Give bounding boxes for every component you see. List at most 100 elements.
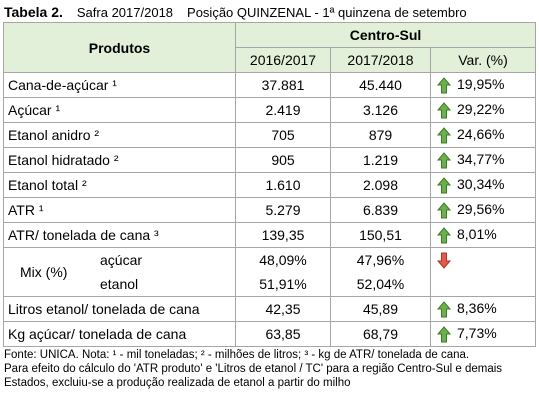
arrow-up	[436, 326, 452, 343]
var-cell: 19,95%	[430, 72, 536, 98]
label-cell: ATR/ tonelada de cana ³	[3, 222, 236, 248]
var-value: 30,34%	[457, 176, 505, 193]
title-line: Tabela 2. Safra 2017/2018 Posição QUINZENA…	[4, 4, 481, 20]
value-cell: 45.440	[330, 72, 431, 98]
arrow-shape	[436, 202, 452, 219]
label-cell: ATR ¹	[3, 197, 236, 223]
var-cell: 8,01%	[430, 222, 536, 248]
value-cell: 705	[235, 122, 331, 148]
table: Produtos Centro-Sul 2016/2017 2017/2018 Var…	[3, 22, 536, 347]
value-cell: 1.610	[235, 172, 331, 198]
row: Açúcar ¹ 2.419 3.126 29,22%	[3, 97, 536, 123]
label-cell: Etanol anidro ²	[3, 122, 236, 148]
arrow-shape	[436, 326, 452, 343]
arrow-down	[436, 252, 452, 269]
row: Cana-de-açúcar ¹ 37.881 45.440 19,95%	[3, 72, 536, 98]
label-cell: Açúcar ¹	[3, 97, 236, 123]
label-cell: Etanol hidratado ²	[3, 147, 236, 173]
var-value: 8,01%	[457, 226, 497, 243]
footer-line: Fonte: UNICA. Nota: ¹ - mil toneladas; ²…	[4, 349, 470, 361]
arrow-shape	[436, 127, 452, 144]
footer-line: Para efeito do cálculo do 'ATR produto' …	[4, 363, 503, 375]
arrow-up	[436, 177, 452, 194]
arrow-shape	[436, 177, 452, 194]
arrow-up	[436, 77, 452, 94]
var-cell: 29,56%	[430, 197, 536, 223]
arrow-up	[436, 152, 452, 169]
posicao: Posição QUINZENAL - 1ª quinzena de setem…	[187, 5, 467, 20]
value-cell: 6.839	[330, 197, 431, 223]
label-cell: Litros etanol/ tonelada de cana	[3, 296, 236, 322]
label-cell: Cana-de-açúcar ¹	[3, 72, 236, 98]
label-cell: Mix (%) açúcar etanol	[3, 247, 236, 297]
var-value: 29,22%	[457, 101, 505, 118]
var-cell	[430, 247, 536, 297]
value-cell: 37.881	[235, 72, 331, 98]
header-cell: Centro-Sul	[235, 22, 536, 48]
safra: Safra 2017/2018	[76, 5, 174, 20]
mix-sublabels: açúcar etanol	[100, 248, 142, 296]
label-cell: Etanol total ²	[3, 172, 236, 198]
mix-label: Mix (%)	[20, 264, 68, 280]
row: Kg açúcar/ tonelada de cana 63,85 68,79 7,7…	[3, 321, 536, 347]
footer-line: Estados, excluiu-se a produção realizada…	[4, 377, 351, 389]
value-cell: 42,35	[235, 296, 331, 322]
var-value: 8,36%	[457, 300, 497, 317]
var-cell: 24,66%	[430, 122, 536, 148]
value-cell: 2.419	[235, 97, 331, 123]
row: Mix (%) açúcar etanol 48,09% 51,91% 47,96% 52,…	[3, 247, 536, 297]
sub-label: açúcar	[100, 252, 143, 268]
var-value: 29,56%	[457, 201, 505, 218]
arrow-shape	[436, 227, 452, 244]
var-value: 7,73%	[457, 325, 497, 342]
value-cell: 68,79	[330, 321, 431, 347]
value-cell: 5.279	[235, 197, 331, 223]
value: 48,09%	[259, 252, 307, 268]
header-row: 2016/2017 2017/2018 Var. (%)	[4, 47, 536, 73]
arrow-up	[436, 127, 452, 144]
var-cell: 7,73%	[430, 321, 536, 347]
value-cell: 139,35	[235, 222, 331, 248]
row: Etanol anidro ² 705 879 24,66%	[3, 122, 536, 148]
value-cell: 150,51	[330, 222, 431, 248]
value-cell: 48,09% 51,91%	[235, 247, 331, 297]
var-value: 24,66%	[457, 126, 505, 143]
row: Litros etanol/ tonelada de cana 42,35 45,8…	[3, 296, 536, 322]
var-value: 19,95%	[457, 76, 505, 93]
header-cell: Var. (%)	[430, 47, 536, 73]
value: 47,96%	[356, 252, 405, 268]
arrow-up	[436, 301, 452, 318]
value: 52,04%	[356, 276, 405, 292]
footer: Fonte: UNICA. Nota: ¹ - mil toneladas; ²…	[4, 348, 502, 390]
var-cell: 8,36%	[430, 296, 536, 322]
header-cell: 2017/2018	[330, 47, 431, 73]
row: ATR ¹ 5.279 6.839 29,56%	[3, 197, 536, 223]
var-cell: 30,34%	[430, 172, 536, 198]
value-cell: 879	[330, 122, 431, 148]
row: ATR/ tonelada de cana ³ 139,35 150,51 8,01%	[3, 222, 536, 248]
arrow-up	[436, 202, 452, 219]
arrow-shape	[436, 77, 452, 94]
arrow-shape	[436, 252, 452, 269]
mix-wrap: Mix (%) açúcar etanol	[4, 248, 235, 296]
value-cell: 1.219	[330, 147, 431, 173]
label-cell: Kg açúcar/ tonelada de cana	[3, 321, 236, 347]
value: 51,91%	[259, 276, 307, 292]
arrow-up	[436, 227, 452, 244]
arrow-shape	[436, 152, 452, 169]
arrow-up	[436, 102, 452, 119]
value-cell: 45,89	[330, 296, 431, 322]
row: Etanol total ² 1.610 2.098 30,34%	[3, 172, 536, 198]
row: Etanol hidratado ² 905 1.219 34,77%	[3, 147, 536, 173]
table-label: Tabela 2.	[4, 4, 63, 20]
value-cell: 47,96% 52,04%	[330, 247, 431, 297]
value-cell: 63,85	[235, 321, 331, 347]
var-cell: 29,22%	[430, 97, 536, 123]
var-cell: 34,77%	[430, 147, 536, 173]
value-cell: 905	[235, 147, 331, 173]
value-cell: 3.126	[330, 97, 431, 123]
arrow-shape	[436, 301, 452, 318]
header-row: Produtos Centro-Sul	[3, 22, 536, 73]
arrow-shape	[436, 102, 452, 119]
